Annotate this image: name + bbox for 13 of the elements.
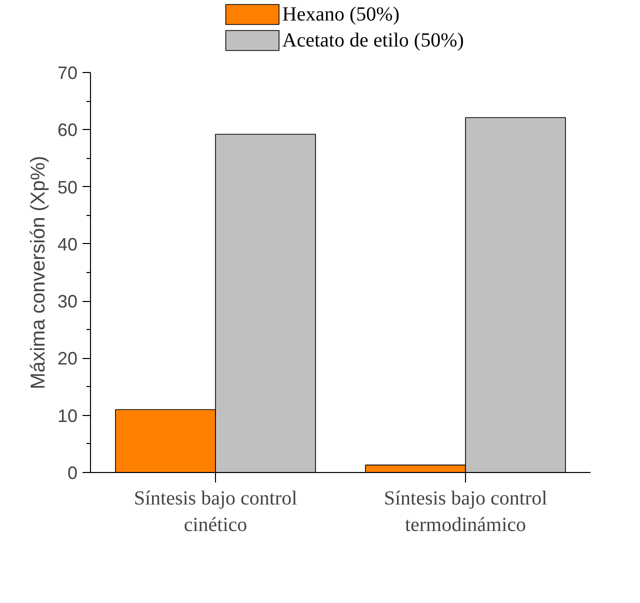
y-tick-label: 30: [57, 292, 78, 312]
y-tick-label: 10: [57, 406, 78, 426]
legend-label: Acetato de etilo (50%): [282, 30, 464, 52]
y-tick-label: 0: [67, 463, 78, 483]
y-tick-label: 20: [57, 348, 78, 369]
x-tick-label: Síntesis bajo control termodinámico: [384, 488, 548, 536]
x-tick-label: Síntesis bajo control cinético: [134, 488, 298, 536]
legend-label: Hexano (50%): [282, 4, 400, 26]
y-axis-title: Máxima conversión (Xp%): [27, 156, 50, 390]
y-tick-label: 70: [57, 63, 78, 83]
y-tick-label: 40: [57, 234, 78, 254]
y-tick-label: 60: [57, 120, 78, 140]
y-tick-label: 50: [57, 177, 78, 198]
